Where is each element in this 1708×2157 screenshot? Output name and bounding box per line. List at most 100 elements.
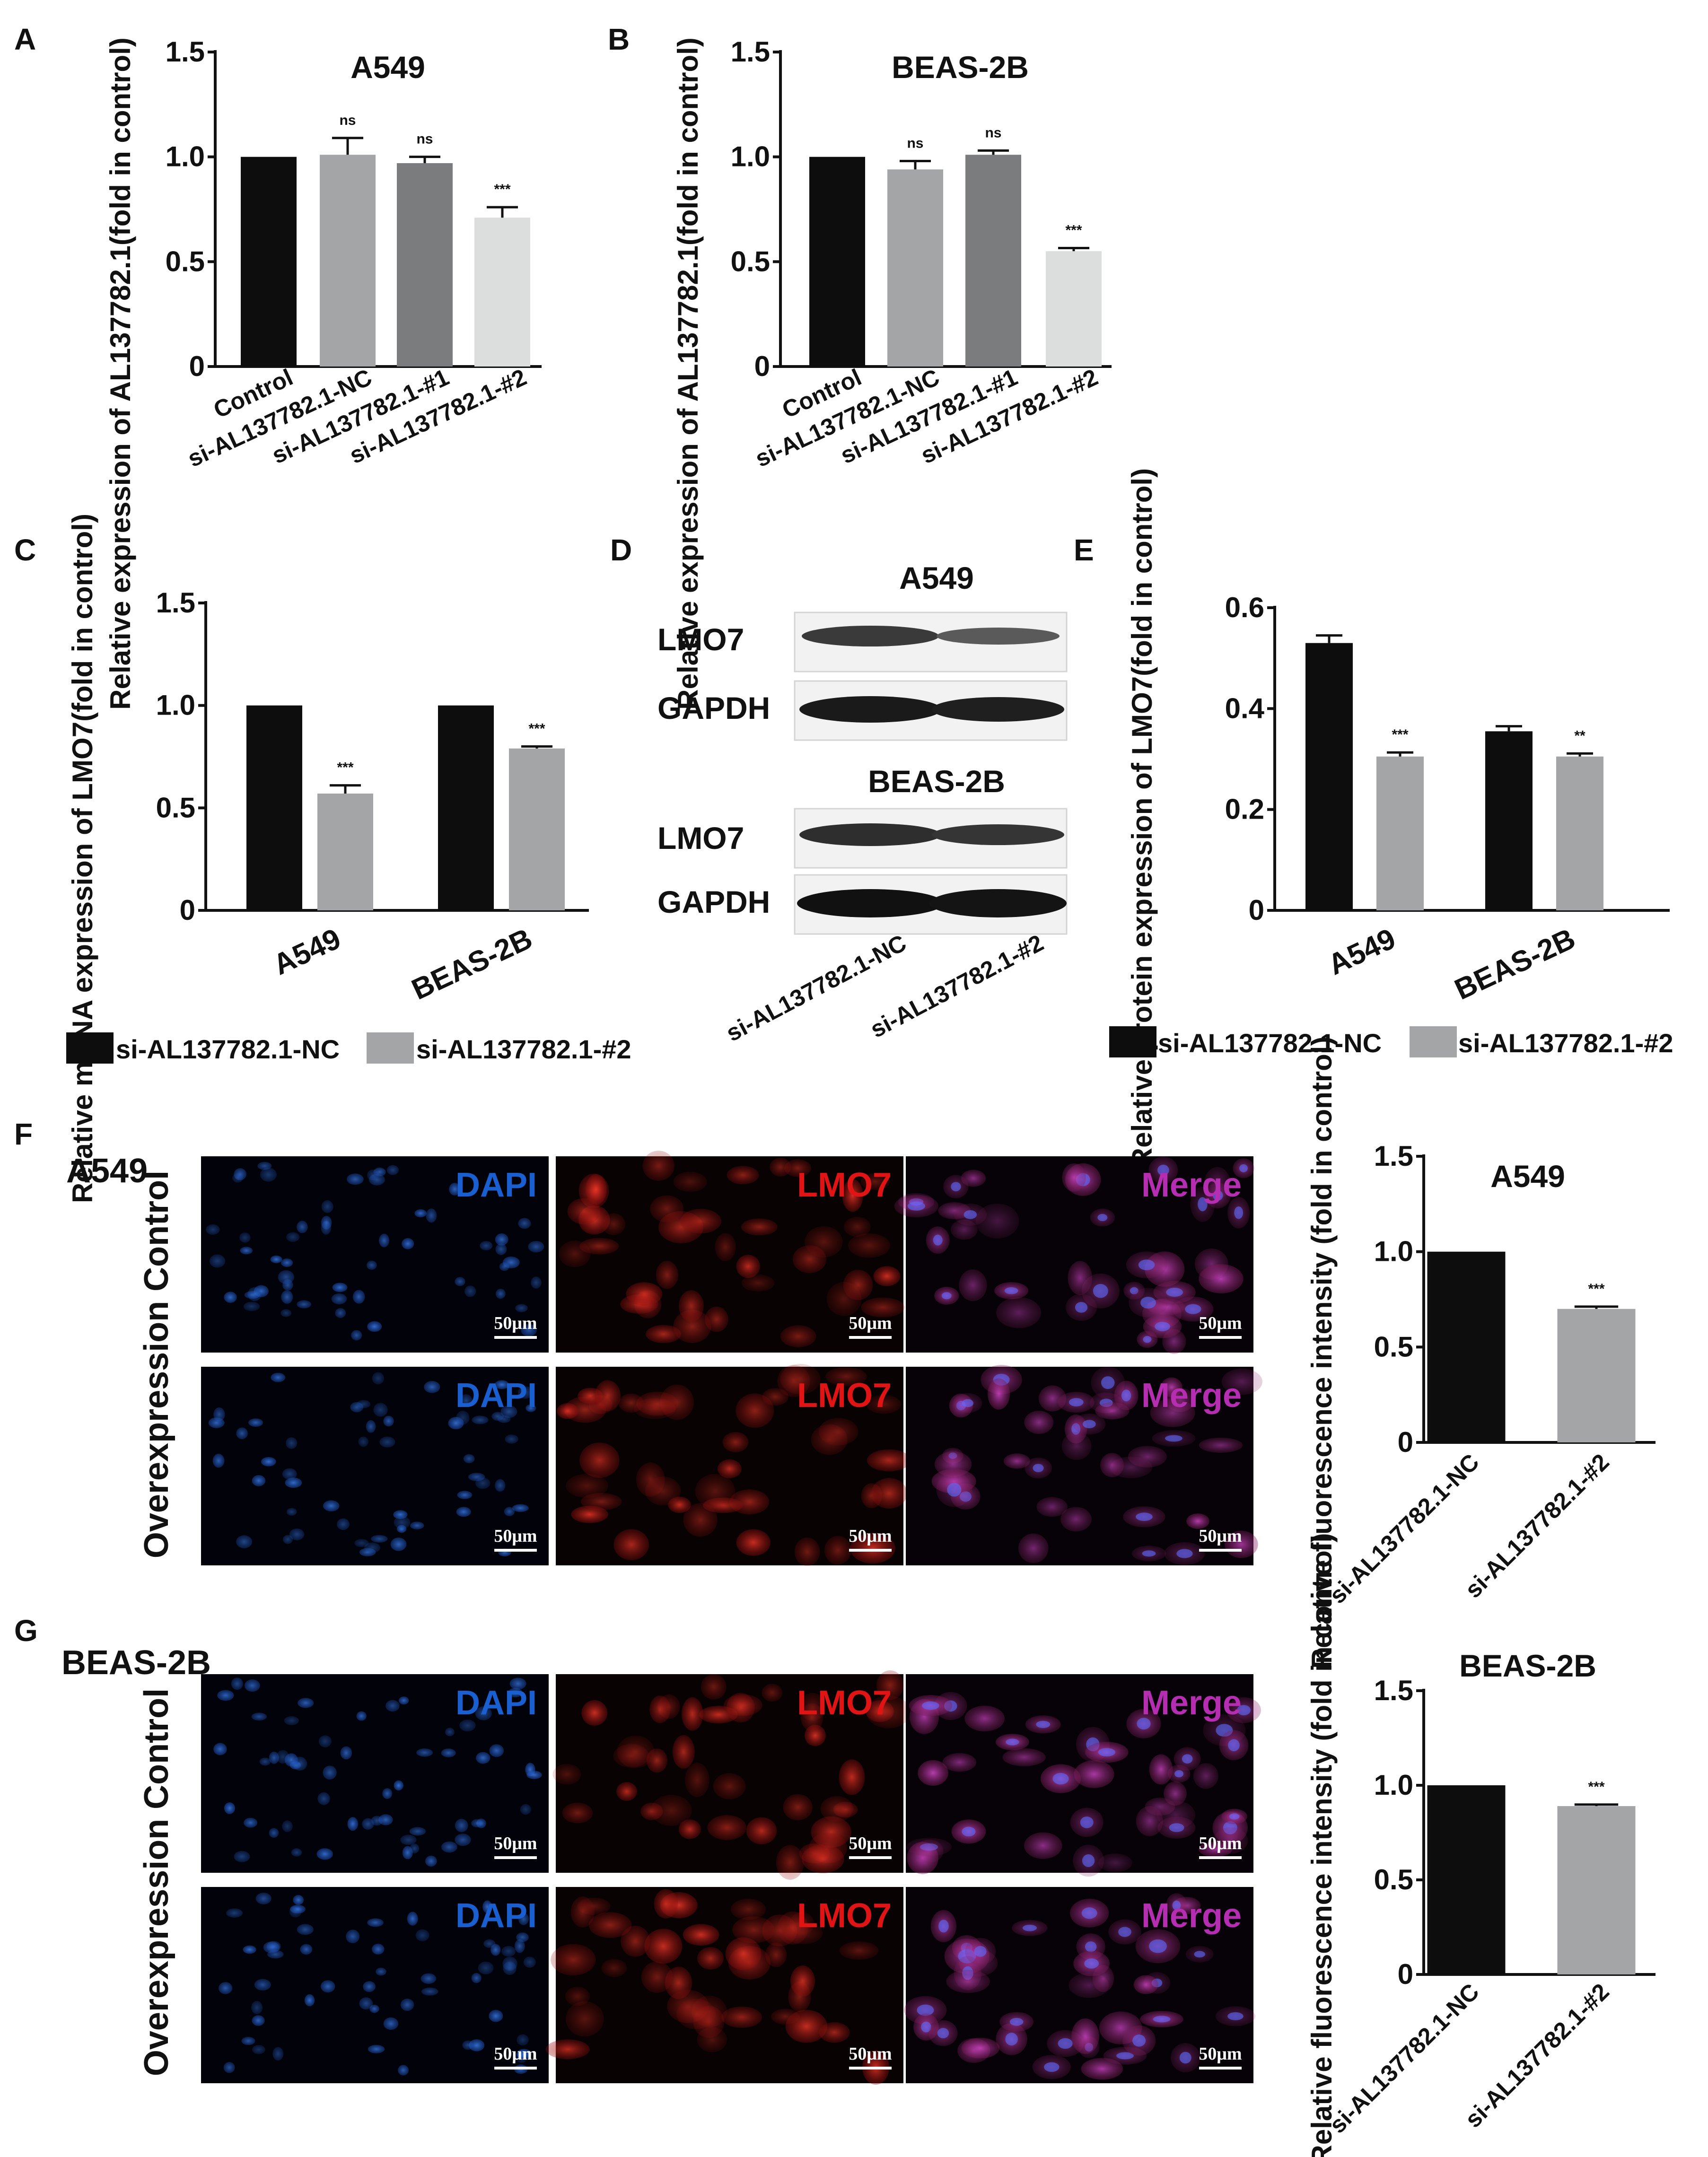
micro-tile-0-dapi-cell-52 <box>247 1287 262 1301</box>
micro-tile-2-dapi-cell-27 <box>298 1698 314 1708</box>
micro-tile-2-dapi-cell-29 <box>471 1819 483 1827</box>
chart-e-xlabel-1: BEAS-2B <box>1450 922 1580 1006</box>
chart-a-sig-3: *** <box>494 182 510 197</box>
micro-tile-2-dapi-cell-4 <box>400 1834 417 1845</box>
micro-tile-2-dapi-cell-47 <box>269 1828 279 1838</box>
micro-tile-1-merge-cell-32 <box>1060 1507 1092 1532</box>
chart-g-title: BEAS-2B <box>1459 1648 1596 1683</box>
micro-tile-2-dapi-cell-5 <box>441 1841 457 1853</box>
micro-tile-3-lmo7-cell-37 <box>777 1911 808 1945</box>
micro-tile-3-merge-scalebar-label: 50μm <box>1199 2044 1242 2064</box>
micro-tile-0-merge-scalebar-label: 50μm <box>1199 1313 1242 1333</box>
micro-tile-3-dapi-cell-43 <box>320 1980 335 1993</box>
micro-tile-0-lmo7-cell-32 <box>741 1218 778 1236</box>
micro-tile-2-dapi-cell-22 <box>394 1780 403 1791</box>
micro-tile-2-merge-nucleus-36 <box>922 1701 939 1710</box>
micro-tile-2-dapi-cell-19 <box>455 1818 468 1833</box>
micro-tile-3-dapi-channel-label: DAPI <box>455 1897 537 1935</box>
micro-tile-3-lmo7-cell-33 <box>641 1961 673 1993</box>
micro-tile-3-merge-nucleus-0 <box>1081 1907 1097 1919</box>
micro-tile-2-dapi-cell-9 <box>251 1712 267 1721</box>
micro-tile-3-lmo7-cell-22 <box>839 1941 879 1960</box>
micro-tile-2-merge-scalebar-label: 50μm <box>1199 1834 1242 1853</box>
chart-g-ytick-label-1: 0.5 <box>1374 1864 1413 1895</box>
micro-tile-0-merge-nucleus-28 <box>1198 1197 1208 1212</box>
micro-tile-0-merge-nucleus-20 <box>1234 1206 1244 1219</box>
micro-tile-1-lmo7-cell-32 <box>866 1395 902 1414</box>
micro-tile-0-merge-nucleus-12 <box>963 1210 977 1219</box>
wb-beas-title: BEAS-2B <box>868 764 1005 799</box>
micro-tile-1-merge-nucleus-14 <box>1176 1549 1193 1558</box>
micro-tile-0-dapi-cell-31 <box>402 1238 414 1249</box>
micro-tile-3-dapi-cell-54 <box>482 1900 492 1913</box>
micro-tile-2-lmo7-cell-5 <box>713 1773 746 1799</box>
chart-a-sig-2: ns <box>416 131 433 147</box>
micro-tile-1-dapi-cell-41 <box>394 1516 411 1529</box>
micro-tile-1-dapi-channel-label: DAPI <box>455 1377 537 1415</box>
micro-tile-0-merge-nucleus-33 <box>1157 1164 1169 1176</box>
chart-c-ytick-label-1: 0.5 <box>156 792 195 823</box>
micro-tile-3-lmo7-cell-32 <box>683 1924 719 1946</box>
micro-tile-2-merge-cell-20 <box>1149 1754 1173 1785</box>
micro-tile-2-dapi-cell-42 <box>508 1688 523 1697</box>
micro-tile-1-dapi-cell-36 <box>456 1507 471 1517</box>
micro-tile-2-merge-nucleus-1 <box>1080 1816 1094 1828</box>
chart-b-title: BEAS-2B <box>892 50 1029 85</box>
micro-tile-2-lmo7-cell-34 <box>839 1759 865 1795</box>
chart-c-bar-1-0 <box>438 705 494 910</box>
micro-tile-3-dapi-cell-33 <box>516 2050 528 2063</box>
micro-tile-3-merge-nucleus-16 <box>1132 2034 1146 2047</box>
micro-tile-2-lmo7-cell-16 <box>776 1845 804 1880</box>
micro-tile-2-merge-nucleus-2 <box>1182 1754 1193 1764</box>
micro-tile-1-dapi-cell-48 <box>289 1528 305 1540</box>
micro-tile-2-dapi-cell-43 <box>441 1748 456 1757</box>
western-blot: A549 LMO7 GAPDH BEAS-2B LMO7 GAPDH si-AL… <box>657 560 1068 1047</box>
micro-tile-2-lmo7-cell-26 <box>617 1735 655 1768</box>
micro-tile-2-dapi-cell-50 <box>385 1700 400 1712</box>
micro-tile-0-merge-nucleus-26 <box>951 1182 961 1192</box>
micro-tile-0-dapi-cell-28 <box>353 1290 365 1304</box>
legend-c-kd-label: si-AL137782.1-#2 <box>416 1034 631 1064</box>
micro-tile-0-lmo7-cell-34 <box>873 1266 901 1286</box>
micro-tile-3-dapi-cell-30 <box>304 1994 315 2007</box>
micro-tile-0-dapi-cell-14 <box>449 1183 461 1196</box>
chart-e-bar-0-1 <box>1376 756 1424 910</box>
micro-tile-1-dapi-cell-20 <box>364 1542 380 1553</box>
micro-tile-3-merge-nucleus-5 <box>1044 2062 1060 2072</box>
micro-tile-3-merge-nucleus-37 <box>1194 1951 1206 1958</box>
micro-tile-3-dapi-cell-12 <box>383 2017 399 2030</box>
chart-g-ytick-label-2: 1.0 <box>1374 1769 1413 1801</box>
micro-tile-1-dapi-cell-6 <box>366 1420 376 1433</box>
micro-tile-3-lmo7-cell-16 <box>765 1942 787 1967</box>
micro-tile-3-merge-nucleus-25 <box>1227 2012 1244 2020</box>
micro-tile-0-dapi-cell-29 <box>414 1209 427 1218</box>
panel-label-e: E <box>1074 533 1094 567</box>
micro-tile-0-dapi-cell-44 <box>499 1262 510 1271</box>
micro-tile-1-lmo7-channel-label: LMO7 <box>797 1377 892 1415</box>
micro-tile-1-lmo7-cell-34 <box>850 1533 895 1564</box>
micro-tile-0-dapi-cell-4 <box>260 1167 277 1182</box>
wb-a549-gapdh-band-2 <box>932 697 1064 722</box>
micro-tile-2-lmo7-cell-2 <box>701 1674 727 1700</box>
micro-tile-0-lmo7-cell-30 <box>673 1310 711 1343</box>
micro-tile-3-merge-nucleus-18 <box>921 2021 931 2033</box>
micro-tile-3-dapi-cell-49 <box>516 1932 529 1942</box>
chart-b-bar-3 <box>1046 251 1102 367</box>
micro-tile-2-dapi-cell-30 <box>259 1757 271 1766</box>
wb-beas-gapdh-band-1 <box>797 889 944 917</box>
micro-tile-0-merge-cell-15 <box>1068 1261 1093 1295</box>
micro-tile-2-merge-cell-12 <box>915 1839 944 1863</box>
micro-tile-0-dapi-cell-38 <box>495 1289 506 1299</box>
micro-tile-3-merge-nucleus-36 <box>1084 1958 1099 1969</box>
micro-tile-2-lmo7-cell-30 <box>616 1782 638 1801</box>
micro-tile-3-dapi-cell-48 <box>523 1956 536 1968</box>
wb-beas-gapdh-band-2 <box>929 889 1067 917</box>
chart-g-sig-1: *** <box>1588 1779 1604 1795</box>
micro-tile-2-merge-nucleus-23 <box>1052 1773 1069 1785</box>
micro-tile-3-dapi-cell-4 <box>254 1979 271 1991</box>
micro-tile-0-dapi-cell-0 <box>366 1260 377 1270</box>
micro-tile-3-dapi-cell-14 <box>226 1908 243 1918</box>
micro-tile-2-dapi-cell-14 <box>282 1820 293 1832</box>
micro-tile-0-dapi-cell-51 <box>515 1304 528 1312</box>
chart-c-ytick-label-3: 1.5 <box>156 587 195 619</box>
